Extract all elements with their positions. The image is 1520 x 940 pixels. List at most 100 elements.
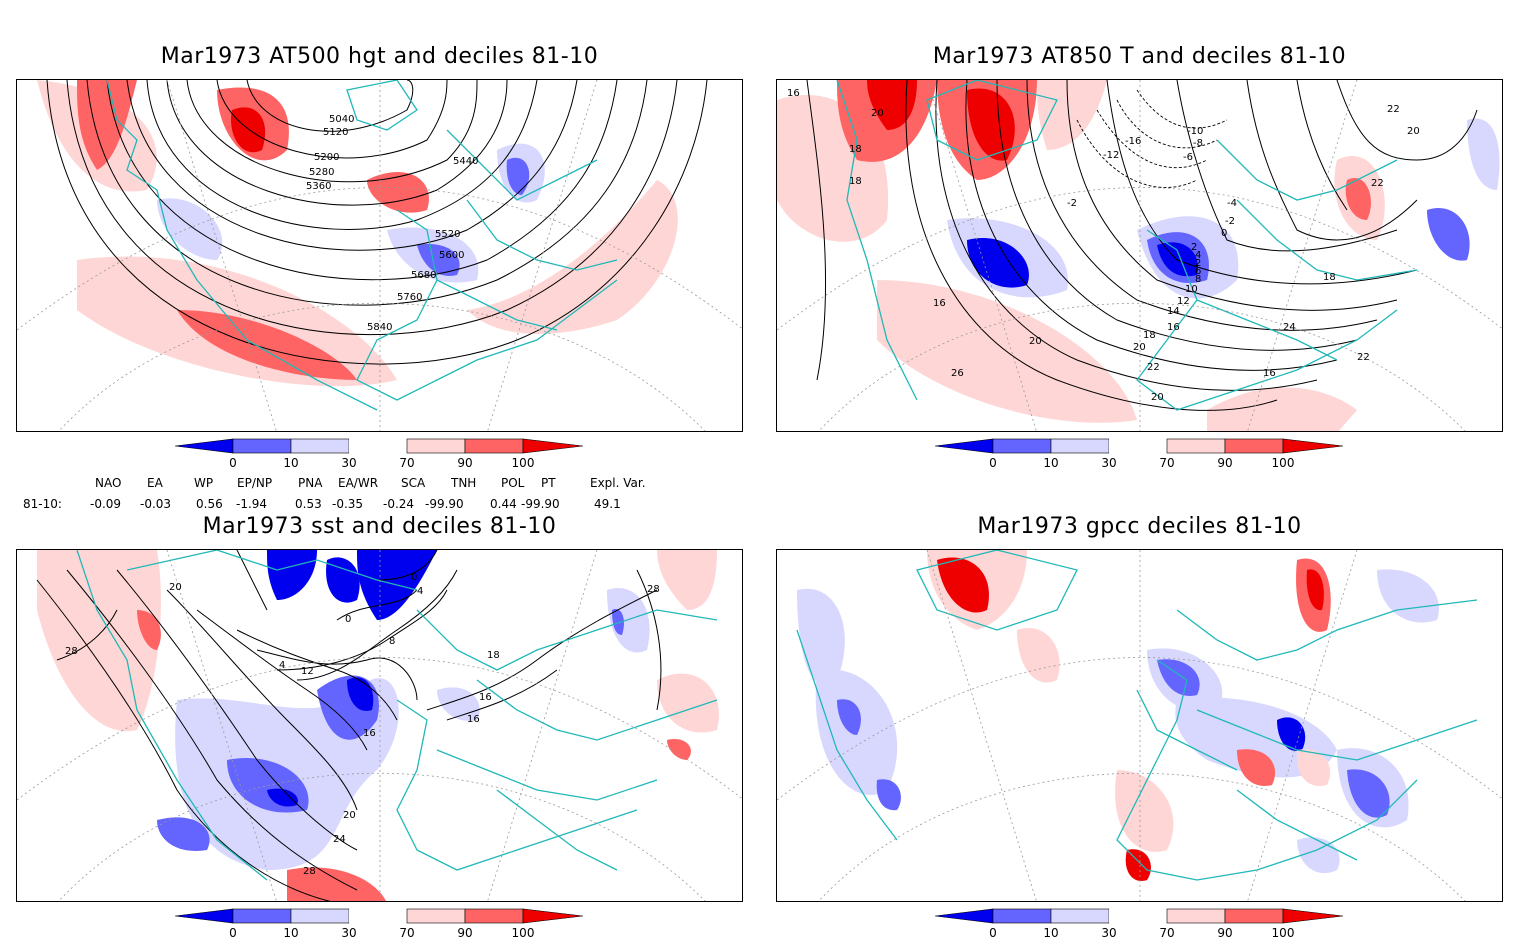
contour-label: 10 <box>1185 284 1198 295</box>
contour-label: 20 <box>1151 392 1164 403</box>
contour-label: 16 <box>933 298 946 309</box>
colorbar-tick-100: 100 <box>1272 456 1295 470</box>
contour-label-5440: 5440 <box>453 156 478 167</box>
colorbar-3: 0 10 30 70 90 100 <box>175 908 584 940</box>
contour-label: 28 <box>303 866 316 877</box>
colorbar-2: 0 10 30 70 90 100 <box>935 438 1344 470</box>
contour-label: 18 <box>849 176 862 187</box>
contour-label: 14 <box>1167 306 1180 317</box>
contour-label: 4 <box>279 660 285 671</box>
colorbar-tick-100: 100 <box>1272 926 1295 940</box>
contour-label: 22 <box>1147 362 1160 373</box>
colorbar-tick-30: 30 <box>341 456 356 470</box>
colorbar-tick-70: 70 <box>1159 456 1174 470</box>
contour-label-5120: 5120 <box>323 127 348 138</box>
colorbar-tick-0: 0 <box>229 926 237 940</box>
index-name-nao: NAO <box>95 476 122 490</box>
contour-label: 18 <box>849 144 862 155</box>
contour-label: 26 <box>951 368 964 379</box>
colorbar-tick-30: 30 <box>1101 456 1116 470</box>
contour-label: 4 <box>417 586 423 597</box>
index-name-ea: EA <box>147 476 163 490</box>
contour-label: -6 <box>1183 152 1193 163</box>
contour-label: 20 <box>1407 126 1420 137</box>
contour-label: 20 <box>1029 336 1042 347</box>
index-value-tnh: -99.90 <box>425 497 464 511</box>
contour-label: 28 <box>65 646 78 657</box>
index-value-pt: -99.90 <box>521 497 560 511</box>
index-value-explvar: 49.1 <box>594 497 621 511</box>
colorbar-tick-70: 70 <box>1159 926 1174 940</box>
index-value-pol: 0.44 <box>490 497 517 511</box>
panel-title-t850: Mar1973 AT850 T and deciles 81-10 <box>932 44 1347 69</box>
contour-label-5280: 5280 <box>309 167 334 178</box>
index-name-eawr: EA/WR <box>338 476 379 490</box>
colorbar-tick-0: 0 <box>229 456 237 470</box>
contour-label: 12 <box>1177 296 1190 307</box>
contour-label: 2 <box>1191 242 1197 253</box>
index-name-epnp: EP/NP <box>237 476 273 490</box>
colorbar-tick-90: 90 <box>1217 456 1232 470</box>
index-value-nao: -0.09 <box>90 497 122 511</box>
colorbar-tick-90: 90 <box>457 456 472 470</box>
contour-label: 0 <box>411 572 417 583</box>
colorbar-1: 0 10 30 70 90 100 <box>175 438 584 470</box>
contour-label: 20 <box>871 108 884 119</box>
index-row-label: 81-10: <box>23 497 62 511</box>
contour-label-5760: 5760 <box>397 292 422 303</box>
index-value-ea: -0.03 <box>140 497 172 511</box>
contour-label: -12 <box>1103 150 1119 161</box>
teleconnection-index-table: NAO EA WP EP/NP PNA EA/WR SCA TNH POL PT… <box>0 476 700 514</box>
contour-label-5680: 5680 <box>411 270 436 281</box>
contour-label: 8 <box>1195 274 1201 285</box>
colorbar-tick-90: 90 <box>457 926 472 940</box>
colorbar-tick-70: 70 <box>399 926 414 940</box>
contour-label: 6 <box>1195 266 1201 277</box>
index-name-pna: PNA <box>298 476 323 490</box>
contour-label: 16 <box>787 88 800 99</box>
colorbar-tick-100: 100 <box>512 456 535 470</box>
contour-label: 24 <box>1283 322 1296 333</box>
index-name-tnh: TNH <box>451 476 477 490</box>
contour-label: 8 <box>389 636 395 647</box>
contour-label: 16 <box>1263 368 1276 379</box>
contour-label: 20 <box>343 810 356 821</box>
contour-label-5600: 5600 <box>439 250 464 261</box>
contour-label: 18 <box>1323 272 1336 283</box>
colorbar-tick-30: 30 <box>341 926 356 940</box>
contour-label: 20 <box>1133 342 1146 353</box>
map-panel-gpcc <box>776 549 1503 902</box>
contour-label-5200: 5200 <box>314 152 339 163</box>
map-panel-sst: 20 28 0 4 8 12 16 20 24 28 16 18 28 16 4… <box>16 549 743 902</box>
contour-label: 22 <box>1357 352 1370 363</box>
index-value-wp: 0.56 <box>196 497 223 511</box>
index-value-eawr: -0.35 <box>332 497 364 511</box>
index-name-pt: PT <box>541 476 556 490</box>
contour-label: 16 <box>479 692 492 703</box>
panel-title-sst: Mar1973 sst and deciles 81-10 <box>202 514 557 539</box>
colorbar-tick-0: 0 <box>989 926 997 940</box>
contour-label: -10 <box>1187 126 1203 137</box>
contour-label: 4 <box>1195 250 1201 261</box>
index-name-pol: POL <box>501 476 525 490</box>
contour-label: -16 <box>1125 136 1141 147</box>
index-name-sca: SCA <box>401 476 426 490</box>
colorbar-tick-30: 30 <box>1101 926 1116 940</box>
contour-label: 2 <box>1195 258 1201 269</box>
contour-label: 20 <box>169 582 182 593</box>
index-value-pna: 0.53 <box>295 497 322 511</box>
index-name-wp: WP <box>194 476 214 490</box>
colorbar-tick-10: 10 <box>1043 926 1058 940</box>
contour-label: -2 <box>1225 216 1235 227</box>
colorbar-tick-90: 90 <box>1217 926 1232 940</box>
contour-label: -8 <box>1193 138 1203 149</box>
panel-title-hgt500: Mar1973 AT500 hgt and deciles 81-10 <box>160 44 599 69</box>
colorbar-tick-0: 0 <box>989 456 997 470</box>
map-panel-hgt500: 5040 5120 5200 5280 5360 5440 5520 5600 … <box>16 79 743 432</box>
colorbar-tick-10: 10 <box>283 926 298 940</box>
index-name-explvar: Expl. Var. <box>590 476 646 490</box>
map-t850-svg: 16 20 18 18 16 22 20 -10 -8 -6 -16 -12 -… <box>777 80 1502 431</box>
contour-label: 22 <box>1371 178 1384 189</box>
contour-label-5040: 5040 <box>329 114 354 125</box>
contour-label: 24 <box>333 834 346 845</box>
